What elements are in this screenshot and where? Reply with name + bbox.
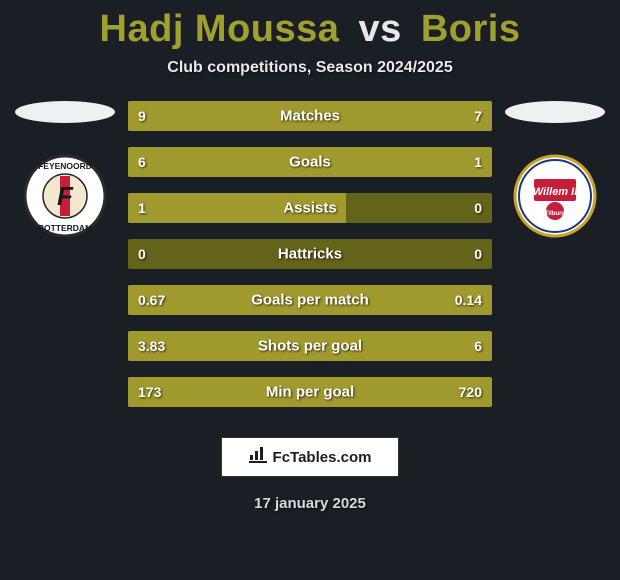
chart-icon <box>249 447 267 468</box>
stat-bars: 97Matches 61Goals 10Assists 00Hattricks 0.67… <box>120 101 500 423</box>
team2-badge: Willem II Tilburg <box>512 153 598 239</box>
subtitle: Club competitions, Season 2024/2025 <box>0 59 620 77</box>
team1-badge: FEYENOORD F ROTTERDAM <box>22 153 108 239</box>
player1-portrait-placeholder <box>15 101 115 123</box>
stat-label: Goals <box>128 154 492 171</box>
stat-label: Matches <box>128 108 492 125</box>
stat-label: Goals per match <box>128 292 492 309</box>
team1-badge-svg: FEYENOORD F ROTTERDAM <box>22 153 108 239</box>
stat-label: Assists <box>128 200 492 217</box>
team1-badge-mid: F <box>57 181 74 211</box>
right-side: Willem II Tilburg <box>500 101 610 239</box>
footer-logo: FcTables.com <box>221 437 399 477</box>
stat-label: Shots per goal <box>128 338 492 355</box>
comparison-card: Hadj Moussa vs Boris Club competitions, … <box>0 0 620 580</box>
player2-portrait-placeholder <box>505 101 605 123</box>
footer-logo-text: FcTables.com <box>273 449 372 466</box>
vs-label: vs <box>358 8 401 50</box>
stat-row: 61Goals <box>128 147 492 177</box>
team2-badge-bot: Tilburg <box>545 211 566 217</box>
stat-label: Min per goal <box>128 384 492 401</box>
team2-badge-top: Willem II <box>533 186 578 198</box>
team2-badge-svg: Willem II Tilburg <box>512 153 598 239</box>
footer-date: 17 january 2025 <box>0 495 620 512</box>
stat-row: 0.670.14Goals per match <box>128 285 492 315</box>
player1-name: Hadj Moussa <box>100 8 340 50</box>
stat-row: 00Hattricks <box>128 239 492 269</box>
stat-row: 10Assists <box>128 193 492 223</box>
stat-row: 97Matches <box>128 101 492 131</box>
stat-label: Hattricks <box>128 246 492 263</box>
stat-row: 173720Min per goal <box>128 377 492 407</box>
content-row: FEYENOORD F ROTTERDAM 97Matches 61Goals 10… <box>0 101 620 423</box>
player2-name: Boris <box>421 8 521 50</box>
left-side: FEYENOORD F ROTTERDAM <box>10 101 120 239</box>
team1-badge-bot: ROTTERDAM <box>38 223 92 233</box>
title: Hadj Moussa vs Boris <box>0 0 620 51</box>
stat-row: 3.836Shots per goal <box>128 331 492 361</box>
team1-badge-top: FEYENOORD <box>38 161 92 171</box>
